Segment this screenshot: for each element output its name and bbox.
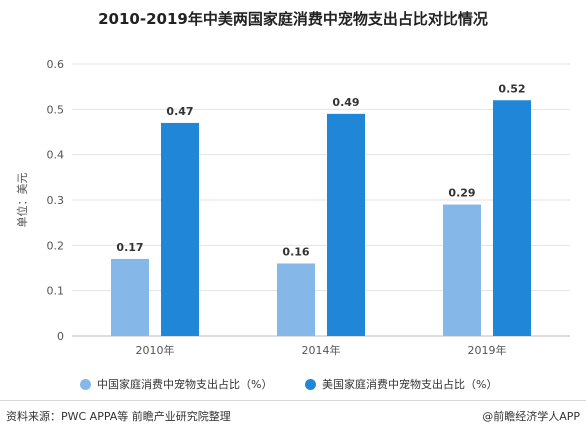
y-tick-label: 0.3 — [47, 194, 65, 207]
y-axis-label: 单位：美元 — [15, 173, 29, 228]
data-label: 0.52 — [498, 82, 525, 95]
x-tick-label: 2014年 — [302, 343, 341, 357]
legend-dot-usa — [305, 378, 316, 390]
data-label: 0.16 — [282, 245, 309, 258]
bar-china — [111, 258, 149, 336]
legend-label-china: 中国家庭消费中宠物支出占比（%） — [97, 378, 273, 391]
chart-legend: 中国家庭消费中宠物支出占比（%） 美国家庭消费中宠物支出占比（%） — [0, 376, 586, 392]
y-tick-label: 0.5 — [47, 103, 65, 116]
bar-usa — [161, 122, 199, 336]
y-tick-label: 0.4 — [47, 149, 65, 162]
y-tick-label: 0 — [57, 330, 64, 343]
bar-china — [277, 263, 315, 336]
bar-chart: 0 0.1 0.2 0.3 0.4 0.5 0.6 单位：美元 0.17 0.47 2010年 0.1… — [15, 58, 570, 357]
data-label: 0.17 — [116, 241, 143, 254]
data-label: 0.29 — [448, 187, 475, 200]
bar-china — [443, 204, 481, 336]
source-note: 资料来源：PWC APPA等 前瞻产业研究院整理 — [6, 410, 231, 423]
y-tick-label: 0.6 — [47, 58, 65, 71]
bar-usa — [493, 100, 531, 337]
chart-title: 2010-2019年中美两国家庭消费中宠物支出占比对比情况 — [98, 10, 488, 28]
y-tick-label: 0.1 — [47, 285, 65, 298]
data-label: 0.49 — [332, 96, 359, 109]
x-tick-label: 2010年 — [136, 343, 175, 357]
bar-usa — [327, 113, 365, 336]
brand-label: @前瞻经济学人APP — [482, 410, 580, 423]
legend-item-china: 中国家庭消费中宠物支出占比（%） — [80, 376, 272, 392]
legend-dot-china — [80, 378, 91, 390]
footer-divider — [0, 400, 586, 401]
legend-label-usa: 美国家庭消费中宠物支出占比（%） — [322, 378, 498, 391]
legend-item-usa: 美国家庭消费中宠物支出占比（%） — [305, 376, 497, 392]
x-tick-label: 2019年 — [468, 343, 507, 357]
y-tick-label: 0.2 — [47, 239, 65, 252]
data-label: 0.47 — [166, 105, 193, 118]
